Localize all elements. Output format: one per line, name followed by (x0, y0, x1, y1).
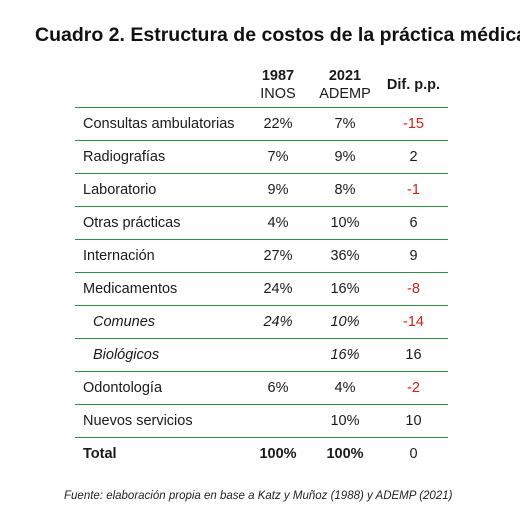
value-1987: 22% (245, 107, 311, 141)
value-diff: -8 (379, 272, 448, 306)
table-row-total: Total 100% 100% 0 (75, 438, 448, 471)
table-row: Medicamentos 24% 16% -8 (75, 272, 448, 306)
value-2021: 10% (311, 305, 379, 339)
table-row-sub: Biológicos 16% 16 (75, 338, 448, 372)
row-label: Medicamentos (75, 272, 245, 306)
row-label: Biológicos (75, 338, 245, 372)
table-title: Cuadro 2. Estructura de costos de la prá… (35, 24, 520, 46)
cost-structure-table: 1987 INOS 2021 ADEMP Dif. p.p. Consultas… (75, 62, 448, 470)
row-label: Laboratorio (75, 173, 245, 207)
value-2021: 4% (311, 371, 379, 405)
table-row: Odontología 6% 4% -2 (75, 371, 448, 405)
header-1987-source: INOS (260, 85, 296, 102)
source-note: Fuente: elaboración propia en base a Kat… (64, 490, 453, 502)
row-label: Odontología (75, 371, 245, 405)
value-2021: 16% (311, 338, 379, 372)
value-1987: 24% (245, 272, 311, 306)
value-2021: 100% (326, 446, 364, 462)
row-label: Internación (75, 239, 245, 273)
header-2021-year: 2021 (328, 67, 362, 84)
value-2021: 8% (311, 173, 379, 207)
value-diff: 6 (379, 206, 448, 240)
value-1987 (245, 404, 311, 438)
value-diff: -1 (379, 173, 448, 207)
header-blank (75, 62, 245, 108)
value-2021: 10% (311, 404, 379, 438)
value-2021: 36% (311, 239, 379, 273)
value-diff: 0 (409, 446, 418, 462)
row-label: Nuevos servicios (75, 404, 245, 438)
value-1987 (245, 338, 311, 372)
value-1987: 27% (245, 239, 311, 273)
value-diff: 9 (379, 239, 448, 273)
row-label: Comunes (75, 305, 245, 339)
value-diff: -2 (379, 371, 448, 405)
value-2021: 16% (311, 272, 379, 306)
value-2021: 10% (311, 206, 379, 240)
value-2021: 9% (311, 140, 379, 174)
value-2021: 7% (311, 107, 379, 141)
table-row: Otras prácticas 4% 10% 6 (75, 206, 448, 240)
value-diff: 2 (379, 140, 448, 174)
table-row-sub: Comunes 24% 10% -14 (75, 305, 448, 339)
value-1987: 24% (245, 305, 311, 339)
header-row: 1987 INOS 2021 ADEMP Dif. p.p. (75, 62, 448, 108)
table-row: Nuevos servicios 10% 10 (75, 404, 448, 438)
header-2021: 2021 ADEMP (311, 62, 379, 108)
header-1987-year: 1987 (261, 67, 295, 84)
row-label: Consultas ambulatorias (75, 107, 245, 141)
value-1987: 9% (245, 173, 311, 207)
header-2021-source: ADEMP (319, 85, 371, 102)
value-1987: 7% (245, 140, 311, 174)
table-row: Laboratorio 9% 8% -1 (75, 173, 448, 207)
table-row: Internación 27% 36% 9 (75, 239, 448, 273)
table-row: Radiografías 7% 9% 2 (75, 140, 448, 174)
value-diff: -14 (379, 305, 448, 339)
header-diff: Dif. p.p. (379, 62, 448, 108)
header-1987: 1987 INOS (245, 62, 311, 108)
row-label: Total (83, 446, 117, 462)
table-row: Consultas ambulatorias 22% 7% -15 (75, 107, 448, 141)
value-diff: 10 (379, 404, 448, 438)
value-1987: 6% (245, 371, 311, 405)
value-diff: 16 (379, 338, 448, 372)
value-diff: -15 (379, 107, 448, 141)
row-label: Radiografías (75, 140, 245, 174)
row-label: Otras prácticas (75, 206, 245, 240)
value-1987: 4% (245, 206, 311, 240)
value-1987: 100% (259, 446, 297, 462)
